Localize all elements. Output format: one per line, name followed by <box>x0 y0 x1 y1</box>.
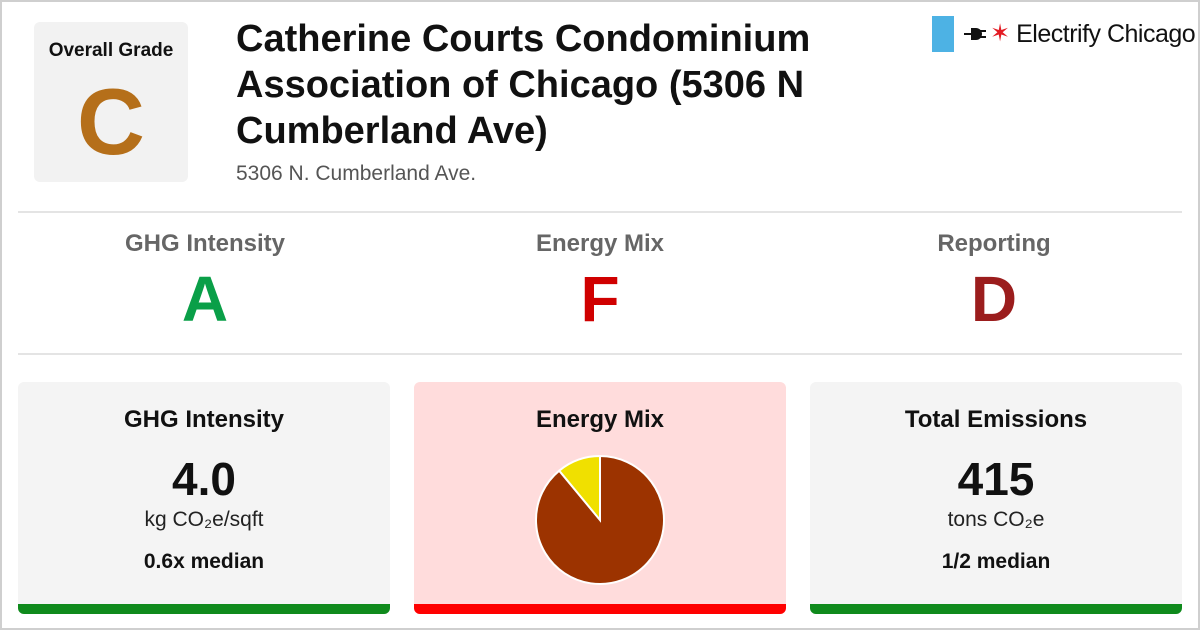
emissions-card-median: 1/2 median <box>941 550 1051 573</box>
grade-reporting: Reporting D <box>797 230 1191 334</box>
emissions-card-bar <box>810 604 1182 614</box>
emissions-card-unit: tons CO₂e <box>947 508 1045 531</box>
ghg-card-value: 4.0 <box>172 453 236 505</box>
divider-bottom <box>18 353 1182 355</box>
star-icon: ✶ <box>990 20 1011 47</box>
electrify-chicago-logo[interactable]: ✶ Electrify Chicago <box>932 16 1196 52</box>
building-address: 5306 N. Cumberland Ave. <box>236 162 477 185</box>
energy-card-title: Energy Mix <box>535 406 665 433</box>
grade-ghg-label: GHG Intensity <box>124 230 286 257</box>
energy-card-bar <box>414 604 786 614</box>
energy-mix-pie-chart <box>534 454 666 586</box>
grade-energy-mix-value: F <box>580 263 620 335</box>
plug-icon <box>964 28 986 40</box>
grade-energy-mix: Energy Mix F <box>403 230 797 334</box>
ghg-card-median: 0.6x median <box>143 550 265 573</box>
ghg-card-unit: kg CO₂e/sqft <box>144 508 264 531</box>
grade-energy-mix-label: Energy Mix <box>535 230 665 257</box>
logo-text: Electrify Chicago <box>1016 19 1196 48</box>
overall-grade-letter: C <box>77 69 145 174</box>
energy-mix-card: Energy Mix <box>414 382 786 614</box>
grade-ghg: GHG Intensity A <box>8 230 402 334</box>
emissions-card-title: Total Emissions <box>904 406 1088 433</box>
emissions-card-value: 415 <box>957 453 1035 505</box>
grade-ghg-value: A <box>181 263 229 335</box>
total-emissions-card: Total Emissions 415 tons CO₂e 1/2 median <box>810 382 1182 614</box>
building-title: Catherine Courts Condominium Association… <box>236 18 811 152</box>
overall-grade-label: Overall Grade <box>48 40 174 61</box>
overall-grade-box: Overall Grade C <box>34 22 188 182</box>
ghg-card-bar <box>18 604 390 614</box>
grade-reporting-label: Reporting <box>937 230 1051 257</box>
ghg-card-title: GHG Intensity <box>123 406 285 433</box>
divider-top <box>18 211 1182 213</box>
ghg-intensity-card: GHG Intensity 4.0 kg CO₂e/sqft 0.6x medi… <box>18 382 390 614</box>
flag-block-icon <box>932 16 954 52</box>
pie-slice-1 <box>557 454 601 523</box>
grade-reporting-value: D <box>970 263 1018 335</box>
